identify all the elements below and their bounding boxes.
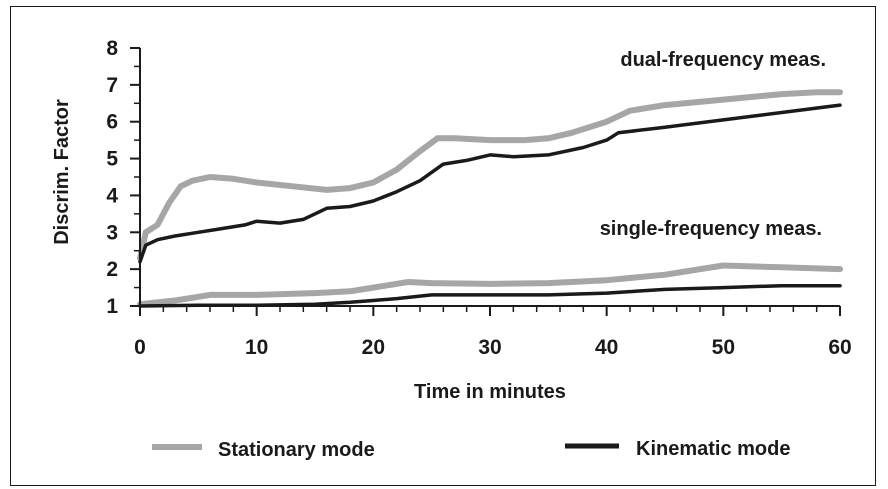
legend-label-kinematic: Kinematic mode [636, 438, 790, 460]
annotation-single-frequency: single-frequency meas. [600, 218, 822, 240]
x-tick-label: 30 [478, 336, 501, 359]
x-tick-label: 60 [828, 336, 851, 359]
legend-label-stationary: Stationary mode [218, 439, 375, 461]
y-tick-label: 4 [106, 184, 118, 207]
y-tick-label: 7 [106, 74, 118, 97]
y-axis-title: Discrim. Factor [51, 99, 73, 245]
x-tick-label: 50 [712, 336, 735, 359]
legend: Stationary mode Kinematic mode [152, 438, 790, 461]
series-layer [140, 92, 840, 306]
y-tick-label: 3 [106, 221, 118, 244]
x-axis-title: Time in minutes [414, 381, 566, 403]
y-tick-label: 5 [106, 148, 118, 171]
series-line-stationary-single [140, 266, 840, 305]
x-tick-label: 10 [245, 336, 268, 359]
annotation-dual-frequency: dual-frequency meas. [620, 49, 826, 71]
x-tick-label: 0 [134, 336, 146, 359]
y-tick-label: 8 [106, 37, 118, 60]
x-tick-label: 20 [362, 336, 385, 359]
y-tick-label: 6 [106, 111, 118, 134]
y-tick-label: 2 [106, 258, 118, 281]
y-tick-label: 1 [106, 295, 118, 318]
ticks-layer: 1 2 3 4 5 6 7 8 0 10 20 30 40 50 60 [106, 37, 851, 359]
x-tick-label: 40 [595, 336, 618, 359]
